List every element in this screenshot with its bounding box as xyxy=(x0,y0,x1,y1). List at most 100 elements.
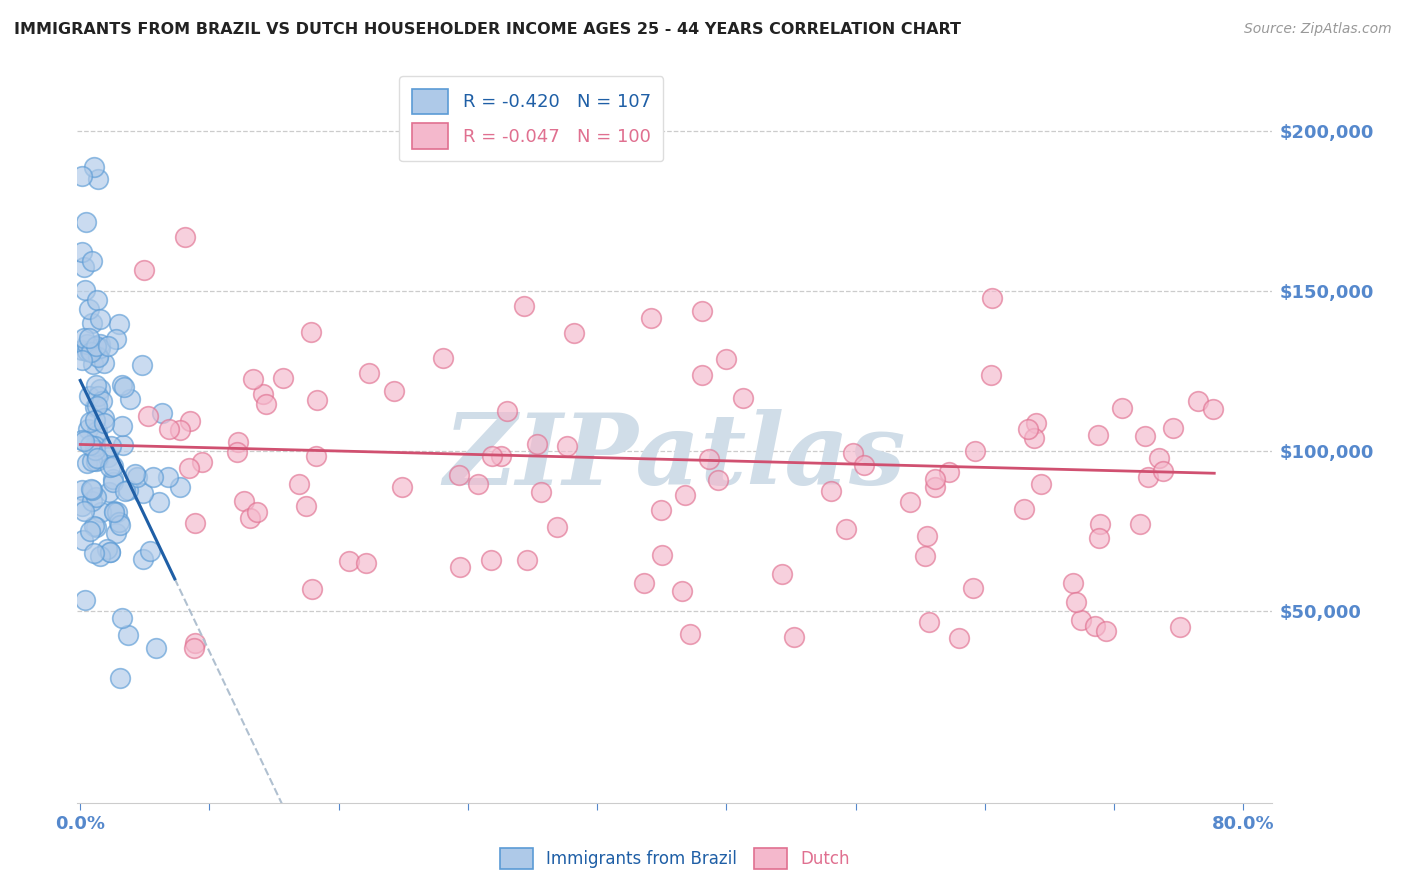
Point xyxy=(1152,464,1174,478)
Point xyxy=(111,438,134,452)
Point xyxy=(83,546,105,560)
Point xyxy=(690,368,713,383)
Point xyxy=(127,470,149,484)
Point xyxy=(98,545,121,559)
Point xyxy=(1090,516,1112,531)
Point xyxy=(86,424,108,438)
Point xyxy=(301,582,323,596)
Point xyxy=(924,472,946,486)
Point xyxy=(86,293,108,308)
Point xyxy=(80,253,103,268)
Point xyxy=(650,503,672,517)
Point xyxy=(900,494,922,508)
Point xyxy=(70,244,93,259)
Point xyxy=(1161,420,1184,434)
Point xyxy=(169,480,191,494)
Text: ZIPatlas: ZIPatlas xyxy=(444,409,905,505)
Point xyxy=(530,485,553,500)
Point xyxy=(356,556,378,570)
Point xyxy=(131,358,153,372)
Point xyxy=(496,404,519,418)
Point xyxy=(86,428,108,442)
Point xyxy=(83,413,105,427)
Point xyxy=(1147,451,1170,466)
Point xyxy=(86,172,108,186)
Point xyxy=(101,475,124,490)
Point xyxy=(692,303,714,318)
Point xyxy=(183,641,205,656)
Point xyxy=(84,378,107,392)
Point xyxy=(76,344,98,359)
Point xyxy=(770,566,793,581)
Point xyxy=(70,499,93,513)
Point xyxy=(980,368,1002,382)
Point xyxy=(1088,531,1111,545)
Point xyxy=(145,640,167,655)
Point xyxy=(111,378,134,392)
Point xyxy=(299,325,322,339)
Point xyxy=(305,392,328,407)
Point xyxy=(834,522,856,536)
Point xyxy=(225,445,247,459)
Point xyxy=(70,483,93,497)
Point xyxy=(671,584,693,599)
Point xyxy=(132,485,155,500)
Point xyxy=(108,671,131,685)
Point xyxy=(87,349,110,363)
Point xyxy=(246,505,269,519)
Point xyxy=(239,511,262,525)
Point xyxy=(714,351,737,366)
Point xyxy=(108,517,131,532)
Point xyxy=(980,291,1002,305)
Point xyxy=(82,316,104,330)
Point xyxy=(77,302,100,317)
Point xyxy=(783,630,806,644)
Point xyxy=(86,350,108,364)
Point xyxy=(1187,393,1209,408)
Point xyxy=(526,437,548,451)
Point xyxy=(184,636,207,650)
Point xyxy=(89,549,111,564)
Point xyxy=(79,524,101,538)
Point xyxy=(173,229,195,244)
Point xyxy=(852,458,875,472)
Point xyxy=(112,380,135,394)
Point xyxy=(89,341,111,355)
Point xyxy=(82,454,104,468)
Point xyxy=(76,456,98,470)
Point xyxy=(103,505,125,519)
Point xyxy=(1087,427,1109,442)
Text: Source: ZipAtlas.com: Source: ZipAtlas.com xyxy=(1244,22,1392,37)
Point xyxy=(232,493,254,508)
Point xyxy=(633,576,655,591)
Point xyxy=(84,400,107,414)
Point xyxy=(73,504,96,518)
Point xyxy=(86,450,108,465)
Point xyxy=(447,468,470,483)
Point xyxy=(1025,417,1047,431)
Point xyxy=(97,338,120,352)
Point xyxy=(288,476,311,491)
Point xyxy=(105,505,128,519)
Point xyxy=(1168,619,1191,633)
Point xyxy=(98,484,121,499)
Point xyxy=(98,545,121,559)
Point xyxy=(391,480,413,494)
Point xyxy=(948,631,970,645)
Point xyxy=(103,459,125,474)
Point xyxy=(382,384,405,398)
Point xyxy=(273,371,295,385)
Point xyxy=(1084,619,1107,633)
Point xyxy=(80,482,103,496)
Point xyxy=(117,628,139,642)
Point xyxy=(97,450,120,464)
Point xyxy=(83,519,105,533)
Point xyxy=(73,593,96,607)
Point xyxy=(114,483,136,498)
Point xyxy=(707,473,730,487)
Point xyxy=(179,414,201,428)
Point xyxy=(111,419,134,434)
Point xyxy=(70,433,93,447)
Point xyxy=(914,549,936,564)
Point xyxy=(1095,624,1118,639)
